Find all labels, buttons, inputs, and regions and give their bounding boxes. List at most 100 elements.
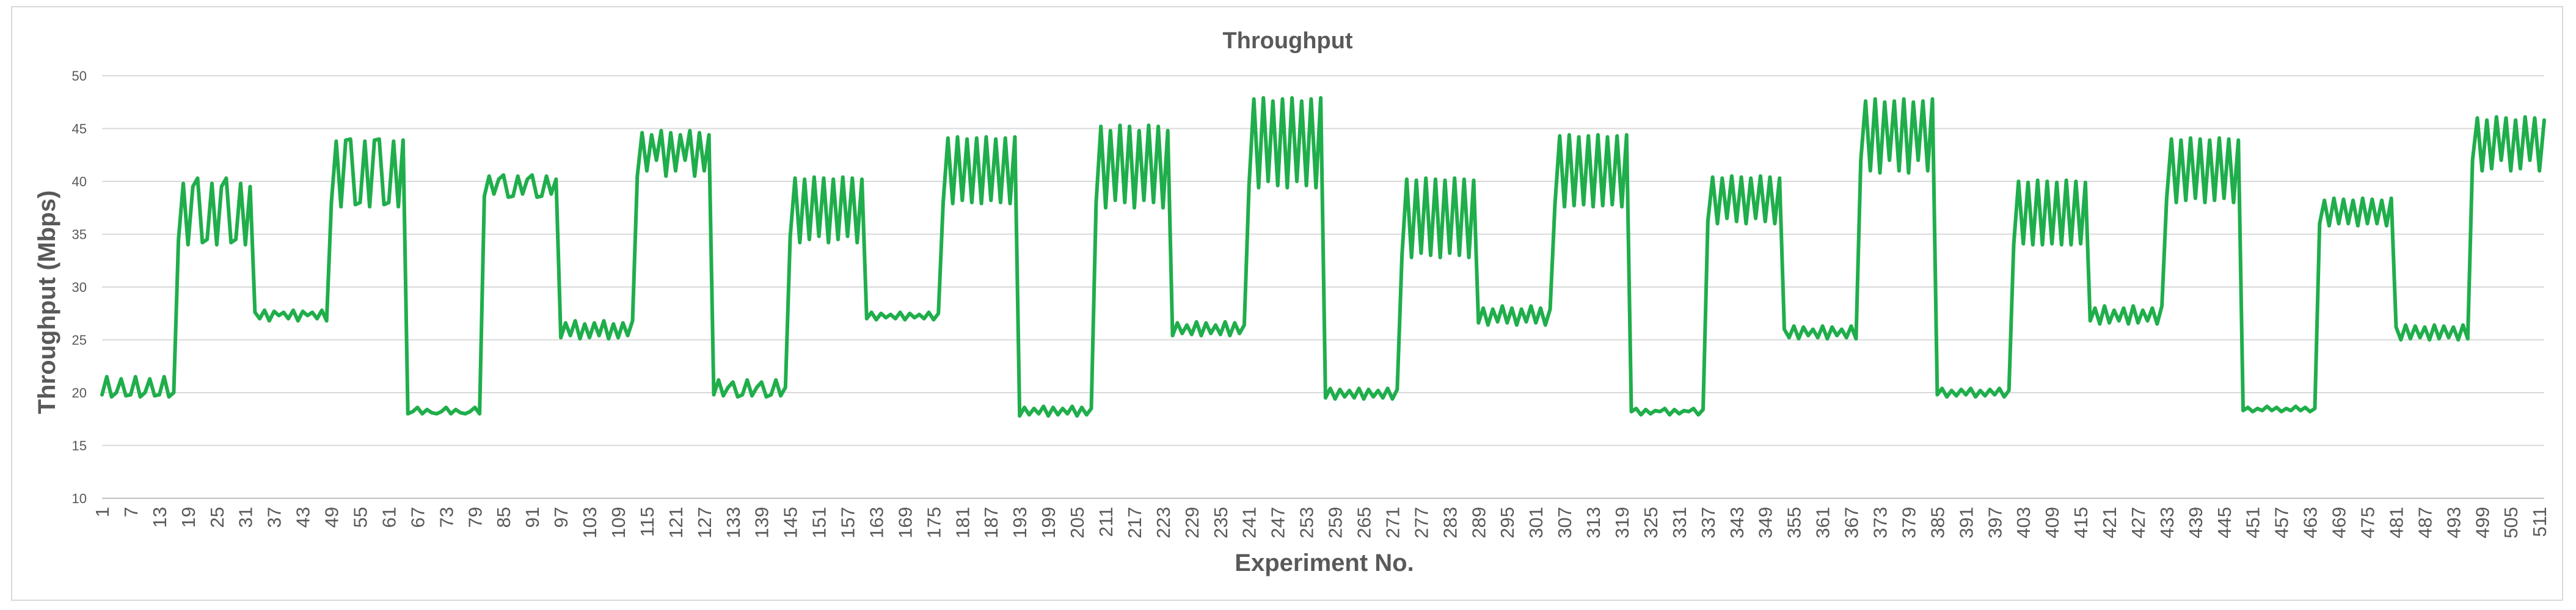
x-tick-label: 415 [2070, 507, 2092, 539]
x-tick-label: 265 [1354, 507, 1375, 539]
x-tick-label: 241 [1239, 507, 1260, 539]
x-tick-label: 511 [2529, 507, 2550, 537]
x-tick-label: 79 [464, 507, 486, 528]
x-tick-label: 37 [264, 507, 285, 528]
x-tick-label: 439 [2185, 507, 2206, 539]
x-tick-label: 25 [206, 507, 228, 528]
x-tick-label: 481 [2385, 507, 2407, 539]
throughput-series-line [100, 96, 2546, 418]
x-tick-label: 421 [2099, 507, 2120, 539]
x-tick-label: 277 [1410, 507, 1432, 539]
y-tick-label: 35 [72, 227, 87, 242]
x-tick-label: 223 [1153, 507, 1174, 539]
x-tick-label: 487 [2414, 507, 2436, 539]
x-tick-label: 271 [1382, 507, 1403, 539]
x-tick-label: 163 [866, 507, 887, 539]
x-tick-label: 301 [1525, 507, 1547, 539]
x-tick-label: 319 [1611, 507, 1633, 539]
x-tick-label: 205 [1067, 507, 1088, 539]
x-tick-label: 61 [378, 507, 400, 528]
y-tick-label: 45 [72, 122, 87, 137]
x-tick-label: 313 [1583, 507, 1604, 539]
x-tick-label: 493 [2443, 507, 2464, 539]
x-tick-label: 385 [1927, 507, 1948, 539]
x-tick-label: 229 [1181, 507, 1203, 539]
x-tick-label: 67 [407, 507, 428, 528]
x-tick-label: 409 [2041, 507, 2063, 539]
x-tick-label: 247 [1268, 507, 1289, 539]
x-tick-label: 7 [120, 507, 142, 517]
x-tick-label: 157 [837, 507, 859, 539]
x-tick-label: 469 [2329, 507, 2350, 539]
x-tick-label: 199 [1038, 507, 1059, 539]
x-tick-label: 505 [2500, 507, 2522, 539]
x-tick-label: 109 [608, 507, 629, 539]
y-tick-label: 10 [72, 491, 87, 506]
x-tick-label: 121 [665, 507, 687, 539]
y-tick-label: 50 [72, 68, 87, 84]
x-tick-label: 373 [1869, 507, 1891, 539]
x-tick-label: 331 [1669, 507, 1690, 539]
x-tick-label: 463 [2300, 507, 2321, 539]
x-tick-label: 355 [1784, 507, 1805, 539]
x-tick-label: 145 [780, 507, 801, 539]
x-tick-label: 151 [809, 507, 830, 539]
x-tick-label: 133 [723, 507, 744, 539]
x-tick-label: 295 [1497, 507, 1518, 539]
x-tick-label: 289 [1468, 507, 1489, 539]
x-tick-label: 181 [952, 507, 973, 539]
x-axis-title: Experiment No. [1235, 550, 1414, 576]
y-tick-label: 15 [72, 438, 87, 454]
x-tick-label: 217 [1124, 507, 1145, 539]
x-tick-label: 349 [1755, 507, 1776, 539]
x-tick-label: 43 [293, 507, 314, 528]
x-tick-label: 325 [1640, 507, 1662, 539]
y-tick-label: 40 [72, 174, 87, 189]
x-tick-label: 253 [1296, 507, 1318, 539]
x-tick-label: 211 [1095, 507, 1117, 537]
x-tick-label: 283 [1439, 507, 1461, 539]
x-tick-label: 433 [2156, 507, 2178, 539]
x-axis-ticks: 1 7 13 19 25 31 37 43 49 55 61 67 73 79 85 91 97 103 109 11… [92, 507, 2550, 539]
x-tick-label: 457 [2271, 507, 2293, 539]
x-tick-label: 49 [321, 507, 343, 528]
x-tick-label: 169 [894, 507, 916, 539]
x-tick-label: 361 [1812, 507, 1834, 539]
x-tick-label: 31 [235, 507, 257, 528]
x-tick-label: 397 [1984, 507, 2005, 539]
chart-title: Throughput [1222, 28, 1352, 54]
x-tick-label: 19 [178, 507, 199, 528]
x-tick-label: 139 [751, 507, 773, 539]
x-tick-label: 499 [2472, 507, 2493, 539]
x-tick-label: 403 [2013, 507, 2034, 539]
x-tick-label: 175 [923, 507, 944, 539]
x-tick-label: 115 [637, 507, 658, 537]
x-tick-label: 307 [1554, 507, 1575, 539]
x-tick-label: 85 [493, 507, 514, 528]
x-tick-label: 55 [349, 507, 371, 528]
chart-area [11, 6, 2563, 601]
x-tick-label: 1 [92, 507, 113, 517]
y-tick-label: 30 [72, 280, 87, 295]
x-tick-label: 103 [579, 507, 600, 539]
x-tick-label: 97 [550, 507, 572, 528]
x-tick-label: 367 [1841, 507, 1863, 539]
x-tick-label: 193 [1009, 507, 1031, 539]
y-axis-ticks: 10 15 20 25 30 35 40 45 50 [72, 68, 87, 506]
x-tick-label: 379 [1898, 507, 1919, 539]
x-tick-label: 427 [2128, 507, 2149, 539]
x-tick-label: 127 [694, 507, 715, 539]
x-tick-label: 13 [149, 507, 170, 528]
x-tick-label: 343 [1726, 507, 1748, 539]
x-tick-label: 187 [980, 507, 1002, 539]
x-tick-label: 445 [2214, 507, 2235, 539]
x-tick-label: 391 [1955, 507, 1977, 539]
x-tick-label: 235 [1210, 507, 1231, 539]
y-tick-label: 20 [72, 385, 87, 401]
y-axis-title: Throughput (Mbps) [34, 191, 60, 415]
x-tick-label: 451 [2242, 507, 2264, 539]
x-tick-label: 475 [2357, 507, 2379, 539]
x-tick-label: 91 [522, 507, 543, 528]
x-tick-label: 337 [1698, 507, 1719, 539]
